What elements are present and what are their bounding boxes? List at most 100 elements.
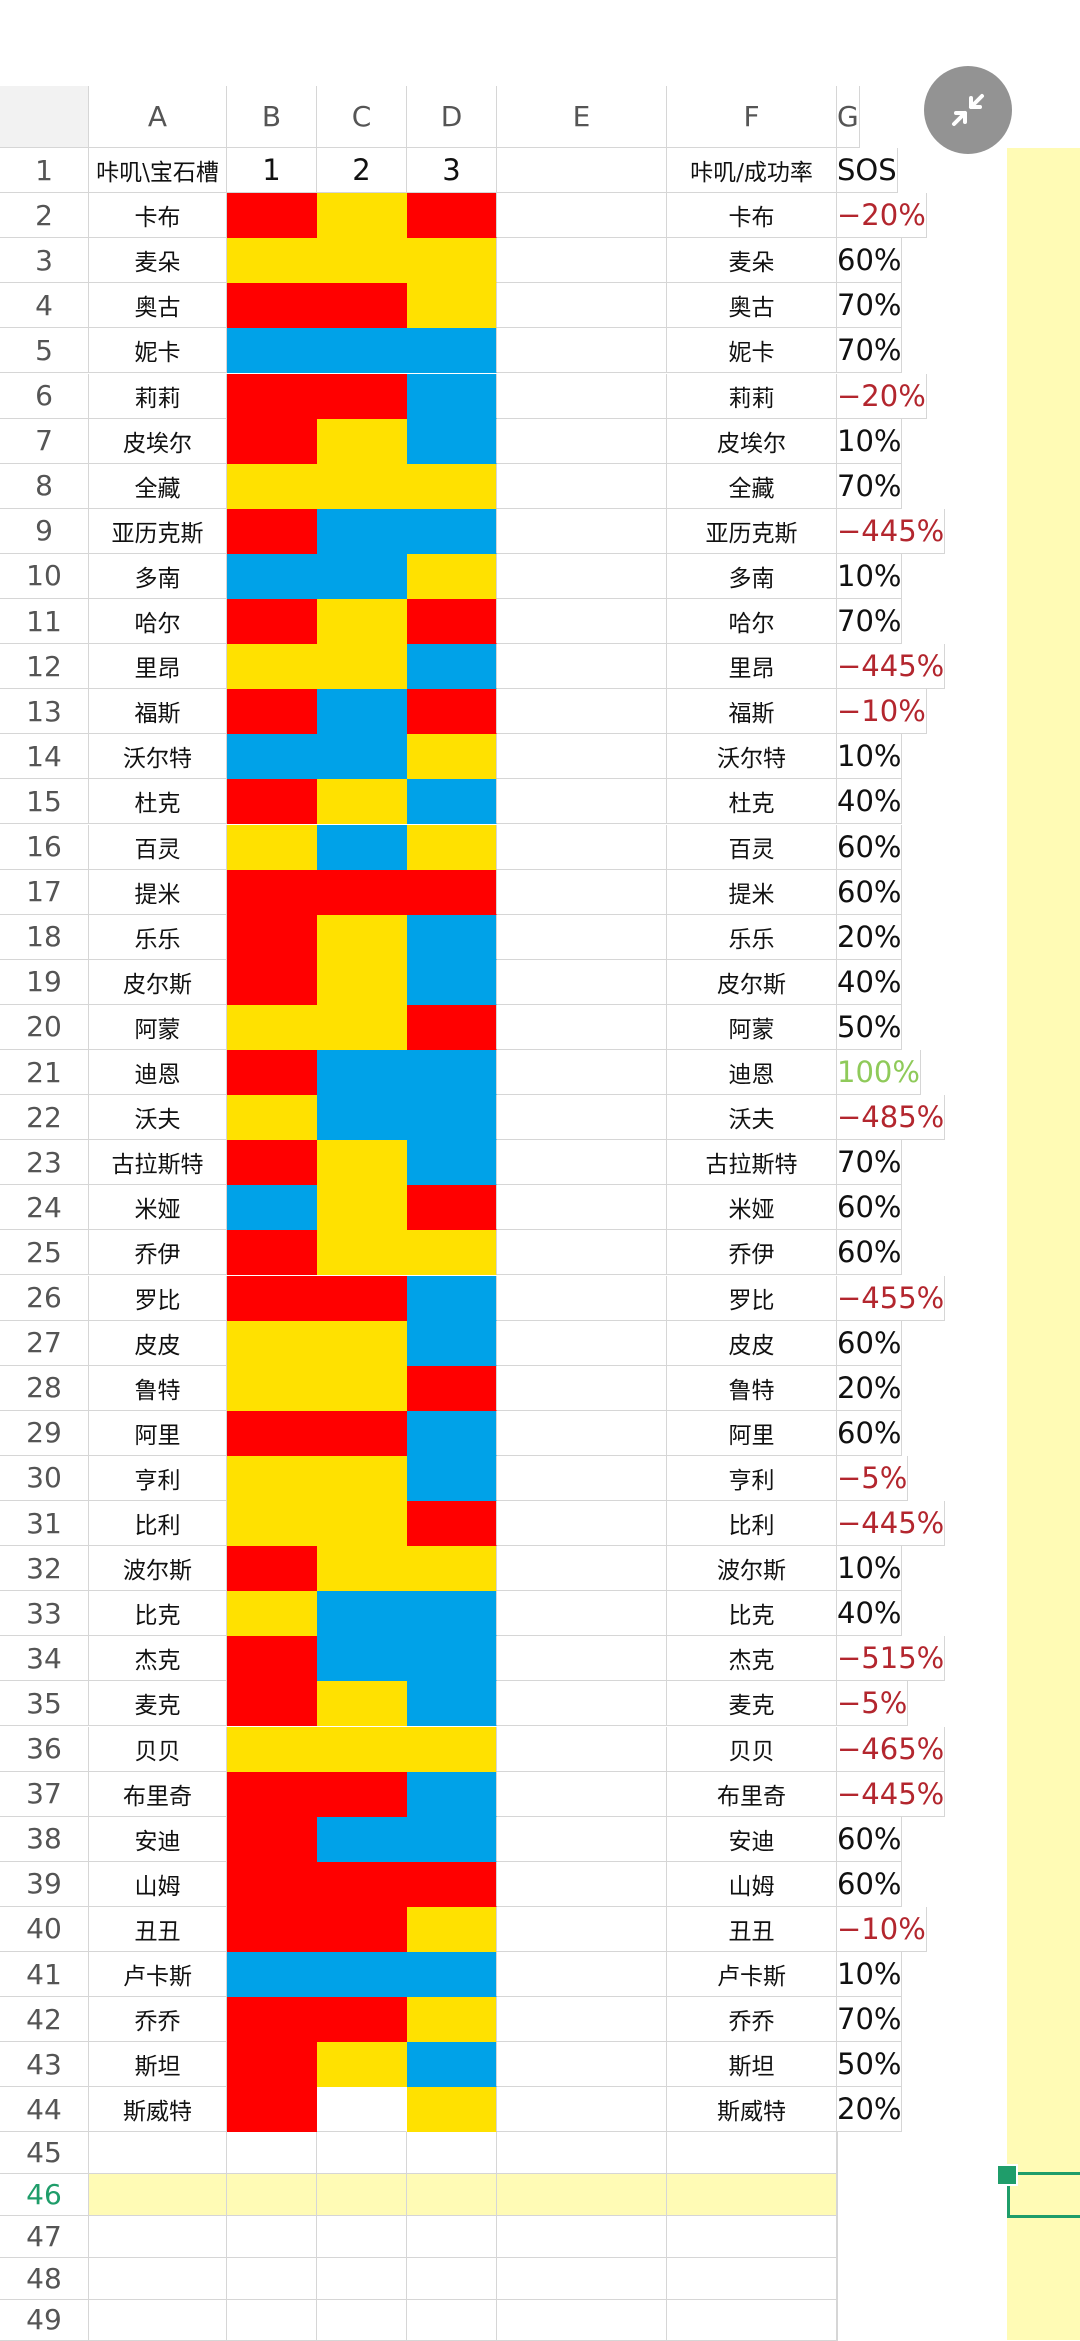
gem-slot-2-cell[interactable] (317, 1816, 407, 1862)
gem-slot-1-cell[interactable] (227, 193, 317, 239)
character-name-cell[interactable]: 亨利 (89, 1455, 227, 1501)
empty-cell-e[interactable] (497, 1365, 667, 1411)
empty-cell[interactable] (497, 2299, 667, 2341)
character-name-f-cell[interactable]: 斯坦 (667, 2042, 837, 2088)
column-header-e[interactable]: E (497, 86, 667, 148)
gem-slot-3-cell[interactable] (407, 824, 497, 870)
gem-slot-3-cell[interactable] (407, 1681, 497, 1727)
gem-slot-1-cell[interactable] (227, 1004, 317, 1050)
character-name-cell[interactable]: 安迪 (89, 1816, 227, 1862)
empty-cell-e[interactable] (497, 1501, 667, 1547)
empty-cell-e[interactable] (497, 2042, 667, 2088)
empty-cell-e[interactable] (497, 1681, 667, 1727)
success-rate-cell[interactable]: −445% (837, 644, 946, 690)
character-name-cell[interactable]: 杜克 (89, 779, 227, 825)
gem-slot-2-cell[interactable] (317, 1681, 407, 1727)
success-rate-cell[interactable]: −465% (837, 1726, 946, 1772)
row-header[interactable]: 15 (0, 779, 89, 825)
gem-slot-1-cell[interactable] (227, 1591, 317, 1637)
success-rate-cell[interactable]: 20% (837, 2087, 903, 2133)
empty-cell-e[interactable] (497, 1591, 667, 1637)
gem-slot-1-cell[interactable] (227, 1726, 317, 1772)
success-rate-cell[interactable]: 70% (837, 463, 903, 509)
gem-slot-1-cell[interactable] (227, 283, 317, 329)
gem-slot-1-cell[interactable] (227, 1636, 317, 1682)
empty-cell[interactable] (317, 2174, 407, 2216)
gem-slot-3-cell[interactable] (407, 373, 497, 419)
gem-slot-1-cell[interactable] (227, 238, 317, 284)
row-header[interactable]: 11 (0, 599, 89, 645)
character-name-f-cell[interactable]: 杰克 (667, 1636, 837, 1682)
active-cell-selection[interactable] (1007, 2172, 1080, 2218)
gem-slot-3-cell[interactable] (407, 644, 497, 690)
row-header[interactable]: 27 (0, 1320, 89, 1366)
gem-slot-3-cell[interactable] (407, 1861, 497, 1907)
row-header[interactable]: 48 (0, 2257, 89, 2300)
success-rate-cell[interactable]: −445% (837, 508, 946, 554)
gem-slot-3-cell[interactable] (407, 1050, 497, 1096)
character-name-cell[interactable]: 莉莉 (89, 373, 227, 419)
column-header-c[interactable]: C (317, 86, 407, 148)
row-header[interactable]: 8 (0, 463, 89, 509)
empty-cell[interactable] (317, 2299, 407, 2341)
character-name-f-cell[interactable]: 阿蒙 (667, 1004, 837, 1050)
success-rate-cell[interactable]: 60% (837, 1230, 903, 1276)
gem-slot-2-cell[interactable] (317, 2042, 407, 2088)
row-header[interactable]: 24 (0, 1185, 89, 1231)
row-header[interactable]: 3 (0, 238, 89, 284)
character-name-f-cell[interactable]: 乐乐 (667, 914, 837, 960)
character-name-f-cell[interactable]: 比克 (667, 1591, 837, 1637)
empty-cell-e[interactable] (497, 283, 667, 329)
empty-cell[interactable] (667, 2132, 837, 2175)
character-name-f-cell[interactable]: 罗比 (667, 1275, 837, 1321)
empty-cell-e[interactable] (497, 1726, 667, 1772)
gem-slot-2-cell[interactable] (317, 1275, 407, 1321)
empty-cell-e[interactable] (497, 1230, 667, 1276)
character-name-f-cell[interactable]: 波尔斯 (667, 1546, 837, 1592)
empty-cell-e[interactable] (497, 1095, 667, 1141)
character-name-cell[interactable]: 山姆 (89, 1861, 227, 1907)
empty-cell-e[interactable] (497, 1952, 667, 1998)
empty-cell-e[interactable] (497, 463, 667, 509)
success-rate-cell[interactable]: −10% (837, 689, 927, 735)
row-header[interactable]: 42 (0, 1997, 89, 2043)
row-header[interactable]: 31 (0, 1501, 89, 1547)
gem-slot-3-cell[interactable] (407, 1546, 497, 1592)
row-header[interactable]: 7 (0, 418, 89, 464)
gem-slot-1-cell[interactable] (227, 1501, 317, 1547)
gem-slot-2-cell[interactable] (317, 1185, 407, 1231)
gem-slot-3-cell[interactable] (407, 283, 497, 329)
success-rate-cell[interactable]: 70% (837, 328, 903, 374)
character-name-cell[interactable]: 卡布 (89, 193, 227, 239)
cell-a1[interactable]: 咔叽\宝石槽 (89, 148, 227, 194)
gem-slot-3-cell[interactable] (407, 193, 497, 239)
gem-slot-2-cell[interactable] (317, 689, 407, 735)
success-rate-cell[interactable]: 10% (837, 1952, 903, 1998)
gem-slot-1-cell[interactable] (227, 914, 317, 960)
row-header[interactable]: 35 (0, 1681, 89, 1727)
gem-slot-1-cell[interactable] (227, 1320, 317, 1366)
gem-slot-2-cell[interactable] (317, 1455, 407, 1501)
gem-slot-1-cell[interactable] (227, 2087, 317, 2133)
empty-cell-e[interactable] (497, 1546, 667, 1592)
row-header[interactable]: 37 (0, 1771, 89, 1817)
character-name-f-cell[interactable]: 哈尔 (667, 599, 837, 645)
row-header[interactable]: 30 (0, 1455, 89, 1501)
row-header[interactable]: 10 (0, 553, 89, 599)
empty-cell-e[interactable] (497, 193, 667, 239)
empty-cell[interactable] (407, 2299, 497, 2341)
gem-slot-2-cell[interactable] (317, 1230, 407, 1276)
success-rate-cell[interactable]: −10% (837, 1906, 927, 1952)
gem-slot-3-cell[interactable] (407, 1004, 497, 1050)
empty-cell-e[interactable] (497, 1771, 667, 1817)
collapse-button[interactable] (924, 66, 1012, 154)
gem-slot-1-cell[interactable] (227, 1771, 317, 1817)
empty-cell[interactable] (317, 2257, 407, 2300)
character-name-f-cell[interactable]: 皮尔斯 (667, 959, 837, 1005)
column-header-f[interactable]: F (667, 86, 837, 148)
gem-slot-2-cell[interactable] (317, 1997, 407, 2043)
gem-slot-2-cell[interactable] (317, 1410, 407, 1456)
character-name-cell[interactable]: 全藏 (89, 463, 227, 509)
success-rate-cell[interactable]: −445% (837, 1771, 946, 1817)
gem-slot-3-cell[interactable] (407, 1952, 497, 1998)
